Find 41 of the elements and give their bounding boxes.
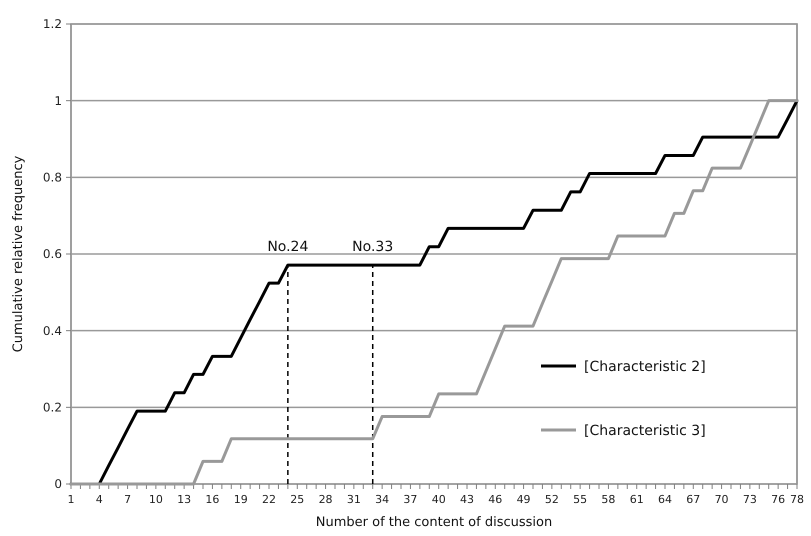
x-tick-label: 46 <box>488 493 502 506</box>
y-tick-label: 1 <box>54 94 62 108</box>
x-tick-label: 49 <box>516 493 531 506</box>
x-axis-title: Number of the content of discussion <box>316 515 552 530</box>
y-tick-label: 0.8 <box>42 170 62 185</box>
x-tick-label: 70 <box>714 493 729 506</box>
x-tick-label: 7 <box>124 493 132 506</box>
x-tick-label: 58 <box>601 493 616 506</box>
x-tick-label: 4 <box>96 493 103 506</box>
x-tick-label: 61 <box>630 493 644 506</box>
ref-line-label: No.24 <box>267 239 308 256</box>
x-tick-label: 16 <box>205 493 220 506</box>
x-tick-label: 28 <box>318 493 333 506</box>
x-tick-label: 31 <box>346 493 361 506</box>
x-tick-label: 10 <box>148 493 163 506</box>
x-tick-label: 52 <box>544 493 559 506</box>
y-tick-label: 0.2 <box>42 400 62 415</box>
legend-label: [Characteristic 3] <box>584 422 706 439</box>
x-tick-label: 78 <box>790 493 804 506</box>
x-tick-label: 40 <box>432 493 446 506</box>
x-tick-label: 67 <box>686 493 700 506</box>
y-tick-label: 0 <box>54 477 62 492</box>
x-tick-label: 55 <box>573 493 588 506</box>
x-tick-label: 25 <box>290 493 304 506</box>
ref-line-label: No.33 <box>352 239 394 256</box>
y-tick-label: 0.6 <box>42 247 62 262</box>
line-series <box>70 99 798 486</box>
x-tick-label: 73 <box>742 493 757 506</box>
y-axis-title: Cumulative relative frequency <box>11 155 26 352</box>
x-tick-label: 13 <box>177 493 192 506</box>
x-tick-label: 43 <box>460 493 474 506</box>
x-tick-label: 1 <box>68 493 74 506</box>
x-tick-label: 22 <box>262 493 276 506</box>
y-tick-label: 0.4 <box>42 324 62 338</box>
x-tick-label: 37 <box>403 493 418 506</box>
x-tick-label: 34 <box>375 493 390 506</box>
y-tick-label: 1.2 <box>42 17 62 32</box>
x-tick-label: 19 <box>234 493 248 506</box>
x-tick-label: 64 <box>658 493 672 506</box>
legend-label: [Characteristic 2] <box>584 358 706 375</box>
x-tick-label: 76 <box>771 493 786 506</box>
